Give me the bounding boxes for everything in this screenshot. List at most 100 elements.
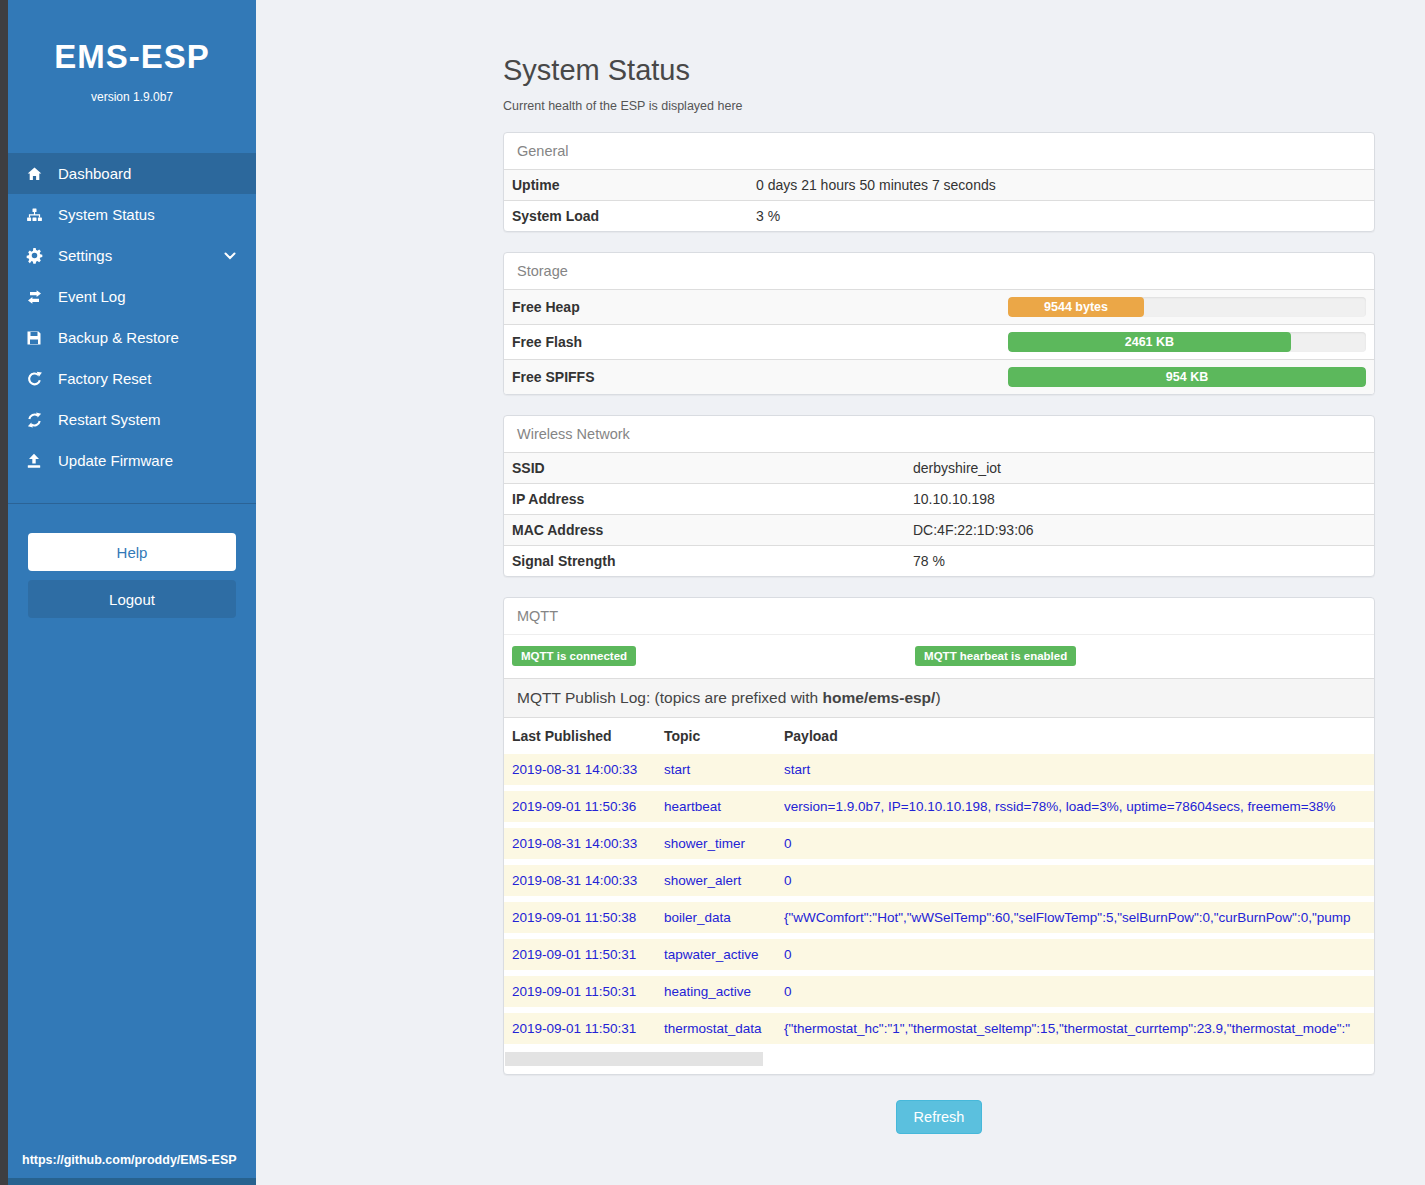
row-value: derbyshire_iot (913, 460, 1001, 476)
log-time: 2019-08-31 14:00:33 (512, 873, 664, 888)
row-label: System Load (512, 208, 756, 224)
mqtt-log-row: 2019-08-31 14:00:33 start start (504, 754, 1374, 791)
page-title: System Status (503, 54, 1375, 87)
main-area: System Status Current health of the ESP … (256, 0, 1425, 1185)
progressbar-fill: 954 KB (1008, 367, 1366, 387)
gear-icon (23, 247, 45, 264)
sidebar-item-update-firmware[interactable]: Update Firmware (8, 440, 256, 481)
publish-log-prefix: MQTT Publish Log: (topics are prefixed w… (517, 689, 823, 706)
log-time: 2019-09-01 11:50:31 (512, 947, 664, 962)
sidebar-item-settings[interactable]: Settings (8, 235, 256, 276)
log-payload: {"thermostat_hc":"1","thermostat_seltemp… (784, 1021, 1366, 1036)
wireless-panel: Wireless Network SSID derbyshire_iot IP … (503, 415, 1375, 577)
row-value: 78 % (913, 553, 945, 569)
free-heap-progressbar: 9544 bytes (1008, 297, 1366, 317)
sidebar-item-factory-reset[interactable]: Factory Reset (8, 358, 256, 399)
general-panel-header: General (504, 133, 1374, 169)
mqtt-log-row: 2019-08-31 14:00:33 shower_timer 0 (504, 828, 1374, 865)
log-time: 2019-09-01 11:50:38 (512, 910, 664, 925)
sidebar-item-dashboard[interactable]: Dashboard (8, 153, 256, 194)
log-topic: boiler_data (664, 910, 784, 925)
mqtt-status-row: MQTT is connected MQTT hearbeat is enabl… (504, 634, 1374, 678)
sidebar-item-label: Event Log (58, 288, 126, 305)
exchange-icon (23, 289, 45, 305)
free-flash-progressbar: 2461 KB (1008, 332, 1366, 352)
table-row: IP Address 10.10.10.198 (504, 483, 1374, 514)
table-row: Free Heap 9544 bytes (504, 289, 1374, 324)
sidebar-item-label: Factory Reset (58, 370, 151, 387)
mqtt-log-row: 2019-08-31 14:00:33 shower_alert 0 (504, 865, 1374, 902)
row-label: MAC Address (512, 522, 913, 538)
sidebar-buttons: Help Logout (8, 504, 256, 618)
log-time: 2019-09-01 11:50:31 (512, 984, 664, 999)
log-topic: thermostat_data (664, 1021, 784, 1036)
sync-icon (23, 412, 45, 428)
publish-log-topic-prefix: home/ems-esp/ (823, 689, 936, 706)
mqtt-heartbeat-badge: MQTT hearbeat is enabled (915, 646, 1076, 666)
row-value: 3 % (756, 208, 780, 224)
mqtt-log-row: 2019-09-01 11:50:31 thermostat_data {"th… (504, 1013, 1374, 1050)
sidebar-item-label: Dashboard (58, 165, 131, 182)
sidebar-item-label: Backup & Restore (58, 329, 179, 346)
row-label: Free SPIFFS (512, 369, 1008, 385)
row-label: Uptime (512, 177, 756, 193)
refresh-button[interactable]: Refresh (896, 1100, 983, 1134)
free-spiffs-progressbar: 954 KB (1008, 367, 1366, 387)
log-topic: tapwater_active (664, 947, 784, 962)
mqtt-log-row: 2019-09-01 11:50:31 heating_active 0 (504, 976, 1374, 1013)
log-topic: shower_alert (664, 873, 784, 888)
log-time: 2019-09-01 11:50:31 (512, 1021, 664, 1036)
row-value: 10.10.10.198 (913, 491, 995, 507)
row-label: SSID (512, 460, 913, 476)
horizontal-scrollbar (505, 1052, 1373, 1066)
mqtt-panel-header: MQTT (504, 598, 1374, 634)
log-time: 2019-08-31 14:00:33 (512, 762, 664, 777)
save-icon (23, 330, 45, 346)
brand: EMS-ESP version 1.9.0b7 (8, 0, 256, 104)
app-window: EMS-ESP version 1.9.0b7 Dashboard (0, 0, 1425, 1185)
log-topic: heartbeat (664, 799, 784, 814)
sidebar-item-label: Restart System (58, 411, 161, 428)
log-topic: heating_active (664, 984, 784, 999)
sidebar-item-event-log[interactable]: Event Log (8, 276, 256, 317)
github-link[interactable]: https://github.com/proddy/EMS-ESP (22, 1153, 237, 1167)
mqtt-log-row: 2019-09-01 11:50:36 heartbeat version=1.… (504, 791, 1374, 828)
mqtt-log-header-row: Last Published Topic Payload (504, 718, 1374, 754)
progressbar-fill: 9544 bytes (1008, 297, 1144, 317)
sidebar-nav: Dashboard System Status (8, 153, 256, 481)
chevron-down-icon (224, 252, 236, 260)
log-payload: {"wWComfort":"Hot","wWSelTemp":60,"selFl… (784, 910, 1366, 925)
mqtt-log-row: 2019-09-01 11:50:38 boiler_data {"wWComf… (504, 902, 1374, 939)
column-header-topic: Topic (664, 728, 784, 744)
row-label: IP Address (512, 491, 913, 507)
mqtt-log-row: 2019-09-01 11:50:31 tapwater_active 0 (504, 939, 1374, 976)
sidebar-item-system-status[interactable]: System Status (8, 194, 256, 235)
table-row: Uptime 0 days 21 hours 50 minutes 7 seco… (504, 169, 1374, 200)
row-value: DC:4F:22:1D:93:06 (913, 522, 1034, 538)
log-topic: shower_timer (664, 836, 784, 851)
log-time: 2019-09-01 11:50:36 (512, 799, 664, 814)
logout-button[interactable]: Logout (28, 580, 236, 618)
general-panel: General Uptime 0 days 21 hours 50 minute… (503, 132, 1375, 232)
table-row: Free SPIFFS 954 KB (504, 359, 1374, 394)
help-button[interactable]: Help (28, 533, 236, 571)
undo-icon (23, 371, 45, 387)
sidebar-item-label: Update Firmware (58, 452, 173, 469)
log-topic: start (664, 762, 784, 777)
app-title: EMS-ESP (8, 38, 256, 76)
log-payload: 0 (784, 873, 1366, 888)
wireless-panel-header: Wireless Network (504, 416, 1374, 452)
horizontal-scrollbar-thumb[interactable] (505, 1052, 763, 1066)
column-header-payload: Payload (784, 728, 1366, 744)
log-payload: version=1.9.0b7, IP=10.10.10.198, rssid=… (784, 799, 1366, 814)
sidebar-bottom-strip (8, 1178, 256, 1185)
sidebar: EMS-ESP version 1.9.0b7 Dashboard (8, 0, 256, 1185)
sidebar-item-backup-restore[interactable]: Backup & Restore (8, 317, 256, 358)
table-row: MAC Address DC:4F:22:1D:93:06 (504, 514, 1374, 545)
table-row: System Load 3 % (504, 200, 1374, 231)
table-row: SSID derbyshire_iot (504, 452, 1374, 483)
sidebar-item-restart-system[interactable]: Restart System (8, 399, 256, 440)
log-payload: 0 (784, 947, 1366, 962)
sidebar-footer: https://github.com/proddy/EMS-ESP (8, 1150, 256, 1178)
sidebar-item-label: Settings (58, 247, 112, 264)
